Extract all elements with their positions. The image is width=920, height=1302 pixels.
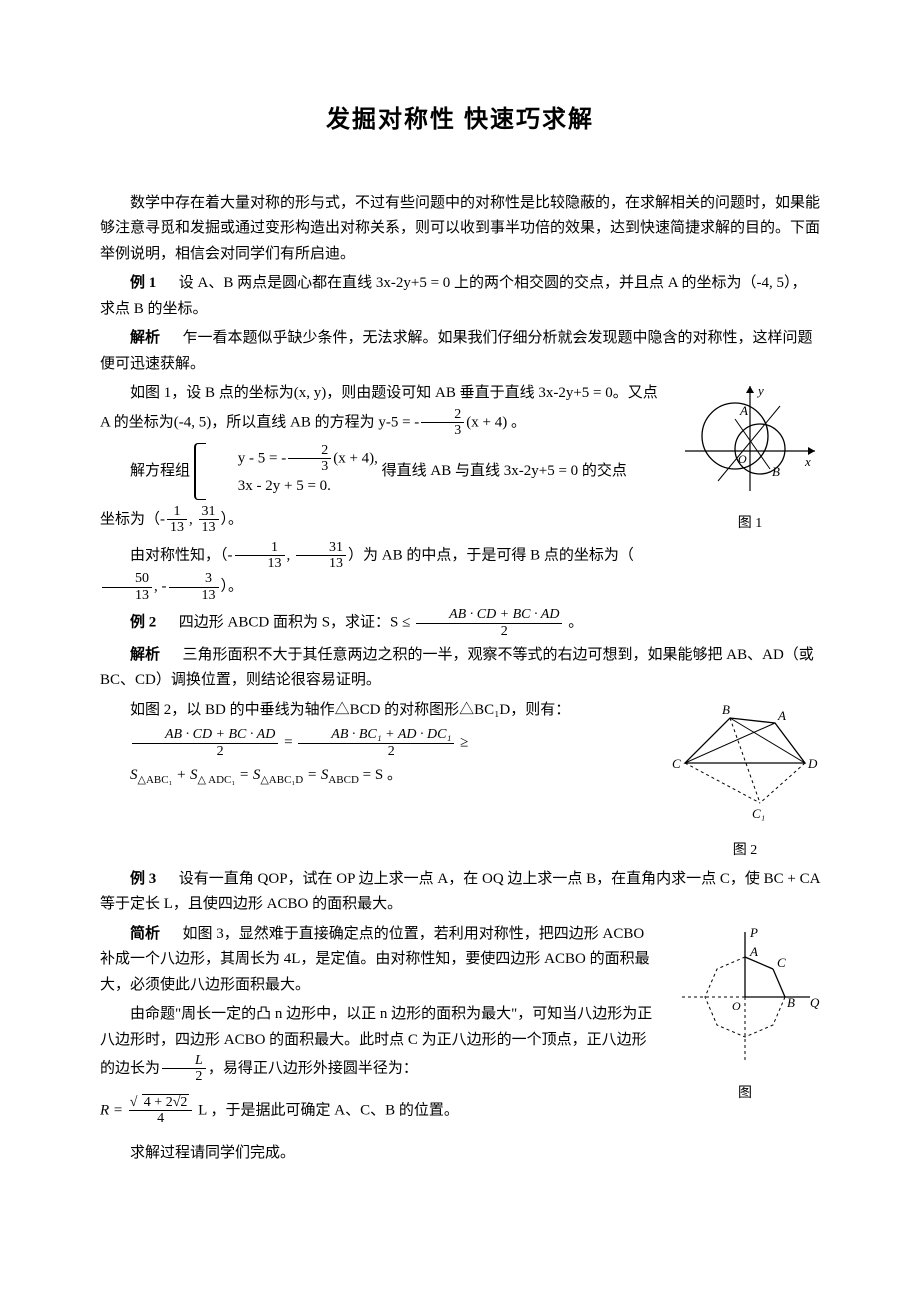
svg-text:O: O [738, 452, 747, 466]
example1-statement: 例 1 设 A、B 两点是圆心都在直线 3x-2y+5 = 0 上的两个相交圆的… [100, 271, 820, 322]
figure-2: B A C D C₁ 图 2 [670, 698, 820, 863]
figure-3: P Q O A B C 图 [670, 922, 820, 1107]
svg-text:C: C [672, 756, 681, 771]
page-title: 发掘对称性 快速巧求解 [100, 100, 820, 141]
example3-statement: 例 3 设有一直角 QOP，试在 OP 边上求一点 A，在 OQ 边上求一点 B… [100, 867, 820, 918]
svg-text:y: y [756, 383, 764, 398]
svg-text:A: A [777, 708, 786, 723]
ex1-analysis-text: 乍一看本题似乎缺少条件，无法求解。如果我们仔细分析就会发现题中隐含的对称性，这样… [100, 330, 813, 372]
intro-paragraph: 数学中存在着大量对称的形与式，不过有些问题中的对称性是比较隐蔽的，在求解相关的问… [100, 191, 820, 268]
fig2-caption: 图 2 [670, 839, 820, 863]
svg-text:x: x [804, 454, 811, 469]
ex1-result: 由对称性知，（-113, 3113）为 AB 的中点，于是可得 B 点的坐标为（… [100, 540, 820, 604]
ex3-label: 例 3 [130, 871, 156, 887]
ex1-label: 例 1 [130, 275, 156, 291]
svg-text:B: B [772, 464, 780, 479]
fig1-caption: 图 1 [680, 512, 820, 536]
svg-text:C: C [777, 955, 786, 970]
ex1-analysis: 解析 乍一看本题似乎缺少条件，无法求解。如果我们仔细分析就会发现题中隐含的对称性… [100, 326, 820, 377]
svg-text:A: A [749, 944, 758, 959]
ex2-analysis: 解析 三角形面积不大于其任意两边之积的一半，观察不等式的右边可想到，如果能够把 … [100, 643, 820, 694]
svg-text:D: D [807, 756, 818, 771]
fig3-caption: 图 [670, 1082, 820, 1106]
svg-text:B: B [722, 702, 730, 717]
figure-1: A B O x y 图 1 [680, 381, 820, 536]
svg-text:P: P [749, 925, 758, 940]
svg-text:Q: Q [810, 995, 820, 1010]
svg-text:O: O [732, 999, 741, 1013]
ex2-analysis-label: 解析 [130, 647, 160, 663]
svg-text:B: B [787, 995, 795, 1010]
ex1-analysis-label: 解析 [130, 330, 160, 346]
ex2-label: 例 2 [130, 615, 156, 631]
ex3-analysis-label: 简析 [130, 926, 160, 942]
svg-text:A: A [739, 403, 748, 418]
closing: 求解过程请同学们完成。 [100, 1141, 820, 1167]
ex1-body: 设 A、B 两点是圆心都在直线 3x-2y+5 = 0 上的两个相交圆的交点，并… [100, 275, 807, 317]
example2-statement: 例 2 四边形 ABCD 面积为 S，求证：S ≤ AB · CD + BC ·… [100, 607, 820, 639]
svg-text:C₁: C₁ [752, 806, 765, 821]
